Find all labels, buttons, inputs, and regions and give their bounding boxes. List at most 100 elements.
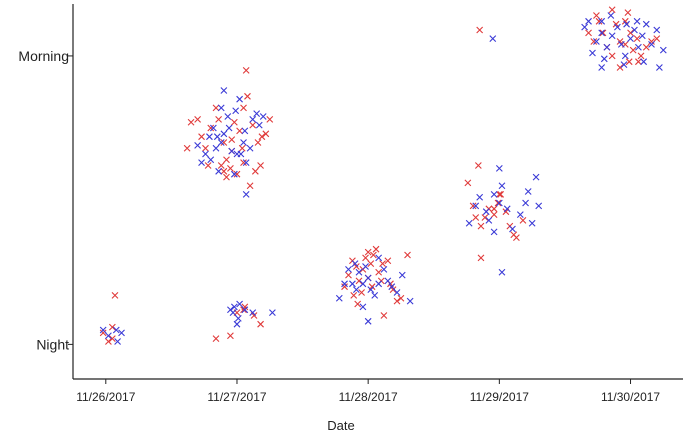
data-point xyxy=(655,64,663,71)
data-point xyxy=(495,165,503,172)
data-point xyxy=(659,46,667,54)
data-point xyxy=(620,61,628,68)
data-point xyxy=(600,55,608,63)
data-point xyxy=(202,144,209,152)
data-point xyxy=(350,291,358,299)
data-point xyxy=(380,265,388,273)
data-point xyxy=(230,170,238,178)
data-point xyxy=(228,136,236,143)
data-point xyxy=(380,312,388,319)
data-point xyxy=(371,291,379,299)
data-point xyxy=(352,286,360,293)
data-point xyxy=(465,219,473,227)
data-point xyxy=(490,211,498,218)
data-point xyxy=(105,338,112,345)
data-point xyxy=(469,202,477,210)
data-point xyxy=(227,165,234,172)
series-1 xyxy=(99,6,661,345)
data-point xyxy=(359,280,367,288)
data-point xyxy=(375,254,383,262)
data-point xyxy=(482,208,490,216)
data-point xyxy=(370,251,377,259)
data-point xyxy=(635,43,642,51)
data-point xyxy=(648,40,655,48)
data-point xyxy=(228,147,236,155)
data-point xyxy=(585,17,592,25)
data-point xyxy=(249,121,257,129)
x-tick-label: 11/26/2017 xyxy=(76,390,135,404)
data-point xyxy=(241,303,249,311)
data-point xyxy=(234,315,242,322)
data-point xyxy=(614,23,621,31)
data-point xyxy=(345,265,352,273)
data-point xyxy=(388,283,396,291)
data-point xyxy=(215,115,223,123)
data-point xyxy=(112,326,120,334)
data-point xyxy=(490,228,498,236)
x-tick-label: 11/27/2017 xyxy=(207,390,266,404)
data-point xyxy=(393,297,401,305)
data-point xyxy=(490,190,498,198)
data-point xyxy=(215,167,223,175)
data-point xyxy=(335,294,343,302)
data-point xyxy=(642,20,650,28)
data-point xyxy=(625,58,633,66)
data-point xyxy=(485,216,493,224)
data-point xyxy=(648,38,655,45)
series-2 xyxy=(99,12,667,345)
data-point xyxy=(262,130,270,138)
data-point xyxy=(114,338,121,345)
data-point xyxy=(495,190,503,198)
data-point xyxy=(522,199,529,207)
data-point xyxy=(384,277,392,285)
data-point xyxy=(233,170,241,178)
data-point xyxy=(249,309,257,317)
data-point xyxy=(233,150,241,158)
data-point xyxy=(593,12,600,19)
data-point xyxy=(198,159,205,167)
data-point xyxy=(355,268,363,276)
data-point xyxy=(635,58,642,66)
data-point xyxy=(477,222,485,230)
data-point xyxy=(212,144,220,152)
data-point xyxy=(187,118,195,126)
data-point xyxy=(349,280,356,288)
data-point xyxy=(194,141,202,149)
data-point xyxy=(240,139,247,146)
data-point xyxy=(474,162,482,169)
data-point xyxy=(581,23,589,31)
data-point xyxy=(627,35,634,43)
data-point xyxy=(207,156,215,164)
data-point xyxy=(241,306,249,314)
data-point xyxy=(242,66,250,74)
data-point xyxy=(236,300,243,308)
data-point xyxy=(617,40,625,48)
data-point xyxy=(354,300,362,308)
data-point xyxy=(241,127,249,135)
data-point xyxy=(472,214,480,221)
data-point xyxy=(372,245,380,253)
data-point xyxy=(589,49,596,57)
data-point xyxy=(375,268,383,276)
data-point xyxy=(509,225,516,233)
data-point xyxy=(621,52,629,60)
data-points xyxy=(99,6,667,345)
data-point xyxy=(367,286,375,293)
data-point xyxy=(105,332,112,340)
data-point xyxy=(341,280,348,288)
data-point xyxy=(220,167,228,175)
data-point xyxy=(108,335,116,343)
x-tick-label: 11/28/2017 xyxy=(339,390,398,404)
data-point xyxy=(213,133,221,141)
data-point xyxy=(224,113,232,120)
data-point xyxy=(355,277,363,285)
data-point xyxy=(503,205,511,213)
data-point xyxy=(236,127,243,135)
data-point xyxy=(99,329,107,337)
x-tick-label: 11/30/2017 xyxy=(601,390,660,404)
data-point xyxy=(599,29,607,37)
data-point xyxy=(476,26,484,34)
data-point xyxy=(223,173,230,181)
data-point xyxy=(240,159,247,167)
